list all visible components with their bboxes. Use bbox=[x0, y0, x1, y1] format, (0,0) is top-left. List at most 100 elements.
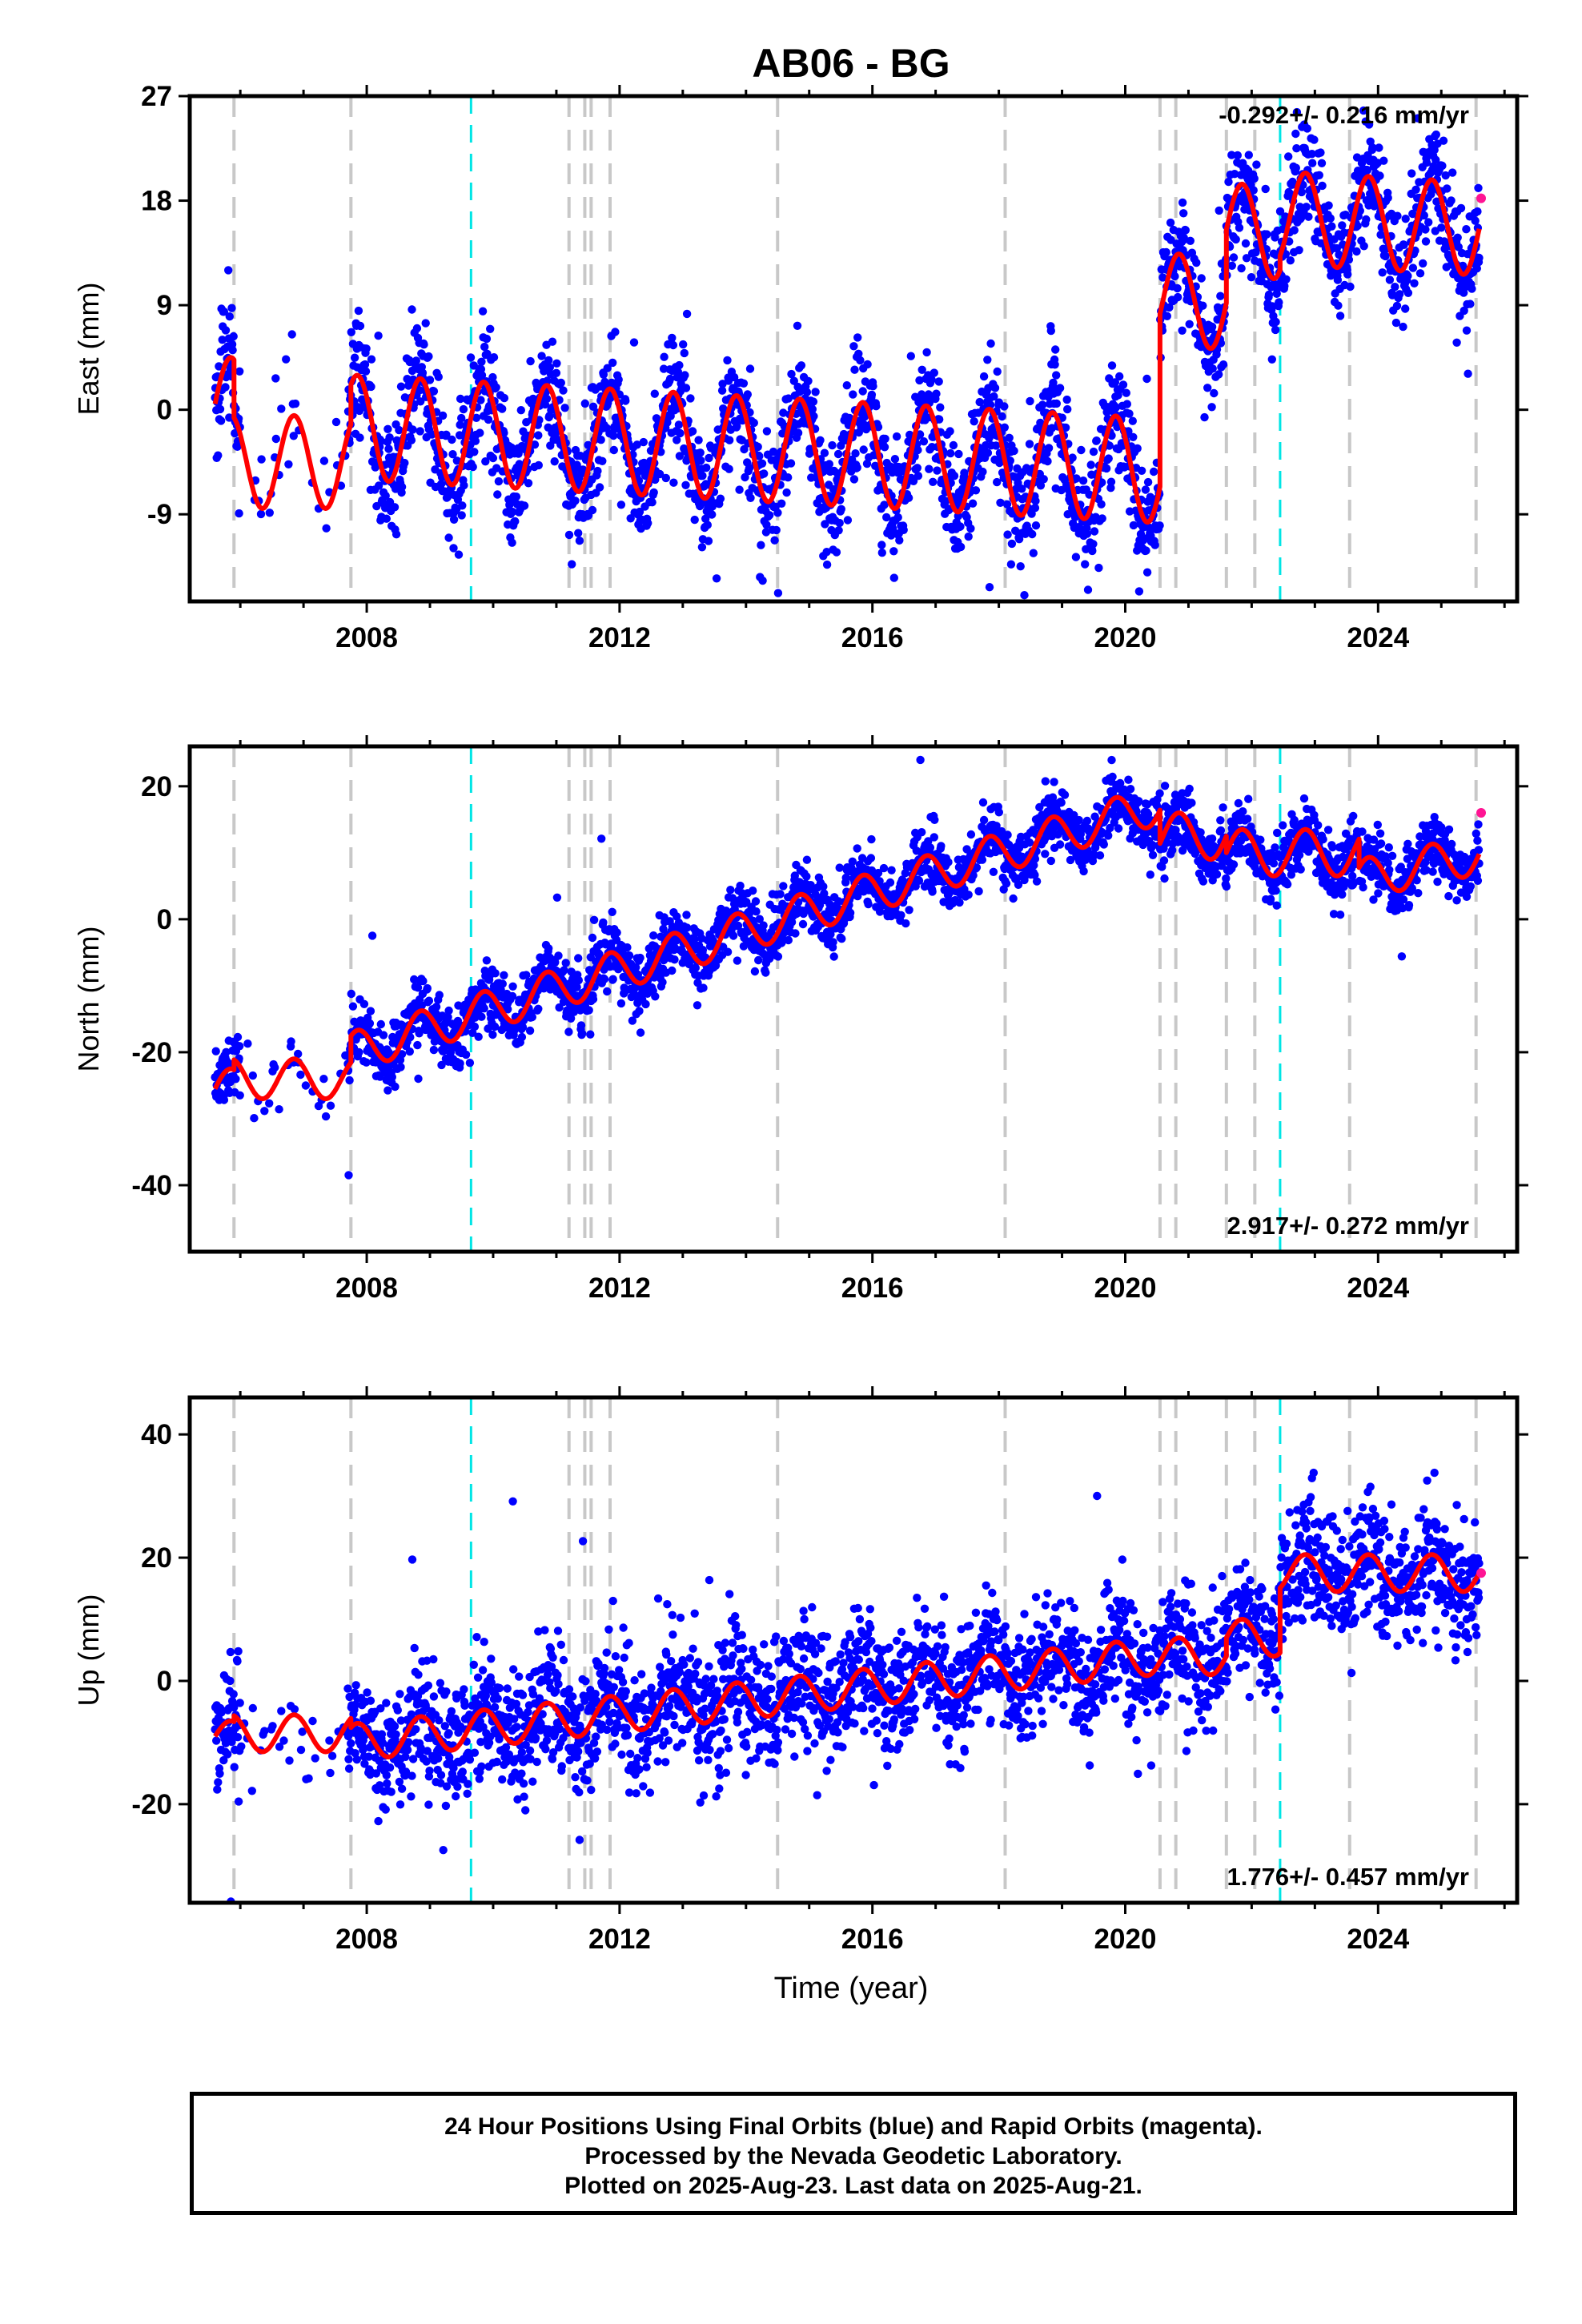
final-orbit-point bbox=[616, 999, 626, 1008]
final-orbit-point bbox=[822, 560, 832, 569]
final-orbit-point bbox=[319, 1075, 328, 1084]
final-orbit-point bbox=[588, 933, 597, 943]
final-orbit-point bbox=[1210, 388, 1219, 398]
final-orbit-point bbox=[712, 574, 721, 583]
final-orbit-point bbox=[271, 434, 280, 444]
final-orbit-point bbox=[574, 529, 583, 537]
final-orbit-point bbox=[1142, 568, 1152, 577]
final-orbit-point bbox=[759, 921, 768, 930]
final-orbit-point bbox=[326, 1101, 335, 1110]
final-orbit-point bbox=[1043, 456, 1052, 466]
final-orbit-point bbox=[500, 971, 508, 980]
final-orbit-point bbox=[1185, 320, 1194, 328]
final-orbit-point bbox=[913, 464, 922, 472]
final-orbit-point bbox=[429, 387, 439, 396]
final-orbit-point bbox=[681, 371, 689, 380]
final-orbit-point bbox=[221, 326, 231, 335]
final-orbit-point bbox=[1062, 395, 1071, 404]
final-orbit-point bbox=[858, 387, 867, 396]
final-orbit-point bbox=[1271, 317, 1280, 327]
final-orbit-point bbox=[1413, 114, 1423, 123]
final-orbit-point bbox=[845, 413, 854, 423]
final-orbit-point bbox=[1082, 816, 1092, 826]
final-orbit-point bbox=[1044, 444, 1054, 452]
final-orbit-point bbox=[468, 462, 477, 472]
final-orbit-point bbox=[802, 872, 811, 881]
final-orbit-point bbox=[1098, 514, 1106, 523]
final-orbit-point bbox=[991, 441, 1001, 450]
final-orbit-point bbox=[362, 344, 371, 353]
final-orbit-point bbox=[679, 340, 688, 349]
final-orbit-point bbox=[998, 412, 1006, 421]
final-orbit-point bbox=[1185, 784, 1194, 794]
final-orbit-point bbox=[1170, 271, 1179, 281]
final-orbit-point bbox=[476, 364, 486, 374]
final-orbit-point bbox=[576, 1021, 586, 1030]
final-orbit-point bbox=[1419, 211, 1429, 220]
final-orbit-point bbox=[520, 501, 529, 510]
final-orbit-point bbox=[743, 390, 752, 399]
final-orbit-point bbox=[1421, 225, 1430, 234]
final-orbit-point bbox=[1448, 168, 1457, 177]
final-orbit-point bbox=[461, 1050, 471, 1059]
final-orbit-point bbox=[765, 511, 774, 520]
final-orbit-point bbox=[779, 882, 788, 891]
final-orbit-point bbox=[1118, 380, 1128, 389]
final-orbit-point bbox=[1222, 882, 1231, 891]
final-orbit-point bbox=[829, 952, 838, 961]
final-orbit-point bbox=[629, 338, 639, 347]
final-orbit-point bbox=[658, 978, 667, 987]
final-orbit-point bbox=[1142, 546, 1150, 555]
final-orbit-point bbox=[889, 573, 899, 582]
final-orbit-point bbox=[1000, 423, 1010, 432]
final-orbit-point bbox=[993, 477, 1002, 487]
final-orbit-point bbox=[1036, 481, 1046, 490]
final-orbit-point bbox=[739, 379, 749, 388]
final-orbit-point bbox=[1111, 403, 1121, 412]
final-orbit-point bbox=[1376, 230, 1385, 239]
final-orbit-point bbox=[215, 362, 223, 371]
final-orbit-point bbox=[448, 450, 457, 459]
final-orbit-point bbox=[1105, 441, 1114, 450]
final-orbit-point bbox=[1333, 275, 1343, 284]
final-orbit-point bbox=[725, 464, 733, 473]
final-orbit-point bbox=[1110, 378, 1120, 387]
final-orbit-point bbox=[639, 437, 648, 447]
final-orbit-point bbox=[1125, 409, 1134, 418]
final-orbit-point bbox=[789, 376, 798, 385]
final-orbit-point bbox=[1219, 360, 1228, 369]
final-orbit-point bbox=[211, 1047, 220, 1055]
final-orbit-point bbox=[1381, 251, 1390, 261]
final-orbit-point bbox=[1468, 284, 1476, 293]
final-orbit-point bbox=[421, 319, 430, 328]
final-orbit-point bbox=[1122, 388, 1131, 397]
final-orbit-point bbox=[696, 501, 705, 511]
final-orbit-point bbox=[1282, 275, 1291, 283]
final-orbit-point bbox=[644, 519, 652, 528]
final-orbit-point bbox=[1280, 281, 1289, 291]
final-orbit-point bbox=[933, 466, 942, 475]
final-orbit-point bbox=[1199, 877, 1208, 886]
final-orbit-point bbox=[834, 526, 843, 535]
final-orbit-point bbox=[1089, 447, 1098, 456]
final-orbit-point bbox=[480, 342, 489, 352]
final-orbit-point bbox=[608, 358, 617, 368]
final-orbit-point bbox=[1046, 856, 1056, 866]
final-orbit-point bbox=[367, 382, 375, 392]
final-orbit-point bbox=[476, 396, 485, 404]
final-orbit-point bbox=[277, 404, 286, 413]
final-orbit-point bbox=[1088, 546, 1097, 556]
final-orbit-point bbox=[1007, 539, 1017, 549]
final-orbit-point bbox=[1290, 226, 1299, 235]
final-orbit-point bbox=[517, 1032, 527, 1042]
final-orbit-point bbox=[871, 461, 880, 470]
final-orbit-point bbox=[635, 507, 644, 517]
model-fit-curve bbox=[212, 171, 1482, 525]
final-orbit-point bbox=[929, 477, 938, 486]
final-orbit-point bbox=[575, 537, 584, 545]
final-orbit-point bbox=[376, 436, 385, 446]
final-orbit-point bbox=[1251, 248, 1260, 257]
final-orbit-point bbox=[1000, 402, 1009, 411]
final-orbit-point bbox=[979, 372, 989, 381]
